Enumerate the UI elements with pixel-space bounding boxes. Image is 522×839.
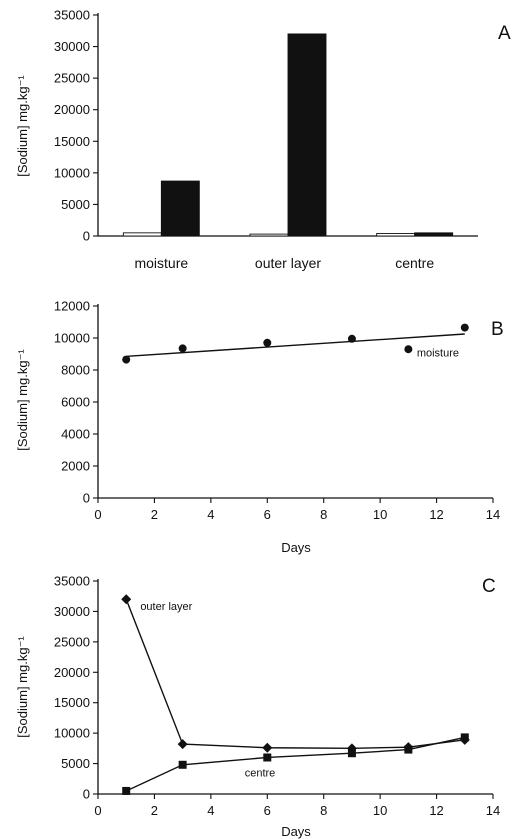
category-label: outer layer bbox=[255, 255, 321, 271]
bar bbox=[160, 180, 200, 237]
y-tick-label: 10000 bbox=[54, 331, 90, 346]
data-point bbox=[263, 338, 272, 347]
y-tick-label: 20000 bbox=[54, 665, 90, 680]
y-tick-label: 8000 bbox=[61, 363, 90, 378]
panel-a-letter: A bbox=[498, 23, 511, 44]
bar bbox=[249, 233, 289, 237]
y-tick-label: 15000 bbox=[54, 134, 90, 149]
x-tick-label: 0 bbox=[94, 507, 101, 522]
y-tick-label: 15000 bbox=[54, 695, 90, 710]
y-tick-label: 25000 bbox=[54, 71, 90, 86]
y-tick-label: 10000 bbox=[54, 726, 90, 741]
bar bbox=[122, 232, 162, 237]
panel-c: [Sodium] mg.kg⁻¹ Days C 0 5000 10000 15000 2… bbox=[15, 574, 500, 839]
x-tick-label: 10 bbox=[373, 507, 387, 522]
series-label-centre: centre bbox=[245, 767, 276, 779]
panel-b-y-axis-title: [Sodium] mg.kg⁻¹ bbox=[15, 349, 30, 451]
bar bbox=[287, 33, 327, 237]
panel-b-letter: B bbox=[491, 319, 504, 340]
data-point bbox=[460, 733, 469, 742]
panel-a-y-axis-title: [Sodium] mg.kg⁻¹ bbox=[15, 75, 30, 177]
x-tick-label: 8 bbox=[320, 507, 327, 522]
y-tick-label: 12000 bbox=[54, 299, 90, 314]
y-tick-label: 2000 bbox=[61, 459, 90, 474]
x-tick-label: 6 bbox=[264, 507, 271, 522]
y-tick-label: 5000 bbox=[61, 756, 90, 771]
x-tick-label: 14 bbox=[486, 507, 500, 522]
data-point bbox=[460, 323, 469, 332]
data-point bbox=[178, 760, 187, 769]
data-point bbox=[122, 355, 131, 364]
y-tick-label: 10000 bbox=[54, 165, 90, 180]
x-tick-label: 8 bbox=[320, 803, 327, 818]
data-point bbox=[121, 594, 132, 605]
y-tick-label: 25000 bbox=[54, 634, 90, 649]
y-tick-label: 5000 bbox=[61, 197, 90, 212]
y-tick-label: 0 bbox=[83, 787, 90, 802]
y-tick-label: 30000 bbox=[54, 604, 90, 619]
y-tick-label: 35000 bbox=[54, 574, 90, 589]
data-point bbox=[263, 753, 272, 762]
x-tick-label: 4 bbox=[207, 507, 214, 522]
data-point bbox=[404, 745, 413, 754]
trend-line bbox=[126, 333, 465, 358]
series-label-outer-layer: outer layer bbox=[140, 601, 192, 613]
bar bbox=[376, 233, 416, 237]
category-label: moisture bbox=[134, 255, 188, 271]
x-tick-label: 2 bbox=[151, 803, 158, 818]
bar bbox=[414, 232, 454, 237]
y-tick-label: 0 bbox=[83, 229, 90, 244]
x-tick-label: 12 bbox=[429, 507, 443, 522]
data-point bbox=[178, 344, 187, 353]
category-label: centre bbox=[395, 255, 434, 271]
x-tick-label: 6 bbox=[264, 803, 271, 818]
x-tick-label: 0 bbox=[94, 803, 101, 818]
series-label-moisture: moisture bbox=[417, 347, 459, 359]
y-tick-label: 35000 bbox=[54, 8, 90, 23]
series-line-centre bbox=[125, 736, 465, 792]
x-tick-label: 14 bbox=[486, 803, 500, 818]
y-tick-label: 6000 bbox=[61, 395, 90, 410]
series-line-outer-layer bbox=[125, 599, 465, 750]
data-point bbox=[347, 749, 356, 758]
panel-b: [Sodium] mg.kg⁻¹ Days B 0 2000 4000 6000 800… bbox=[15, 299, 504, 556]
x-tick-label: 10 bbox=[373, 803, 387, 818]
panel-c-y-axis-title: [Sodium] mg.kg⁻¹ bbox=[15, 636, 30, 738]
y-tick-label: 0 bbox=[83, 491, 90, 506]
y-tick-label: 4000 bbox=[61, 427, 90, 442]
panel-b-x-axis-title: Days bbox=[281, 540, 311, 555]
panel-c-letter: C bbox=[482, 576, 496, 597]
y-tick-label: 20000 bbox=[54, 102, 90, 117]
data-point bbox=[404, 345, 413, 354]
x-tick-label: 2 bbox=[151, 507, 158, 522]
data-point bbox=[347, 334, 356, 343]
panel-c-x-axis-title: Days bbox=[281, 824, 311, 839]
data-point bbox=[122, 786, 131, 795]
x-tick-label: 12 bbox=[429, 803, 443, 818]
panel-a: [Sodium] mg.kg⁻¹ A 0 5000 10000 15000 20000 2… bbox=[15, 8, 511, 272]
data-point bbox=[262, 742, 273, 753]
y-tick-label: 30000 bbox=[54, 39, 90, 54]
data-point bbox=[177, 739, 188, 750]
x-tick-label: 4 bbox=[207, 803, 214, 818]
